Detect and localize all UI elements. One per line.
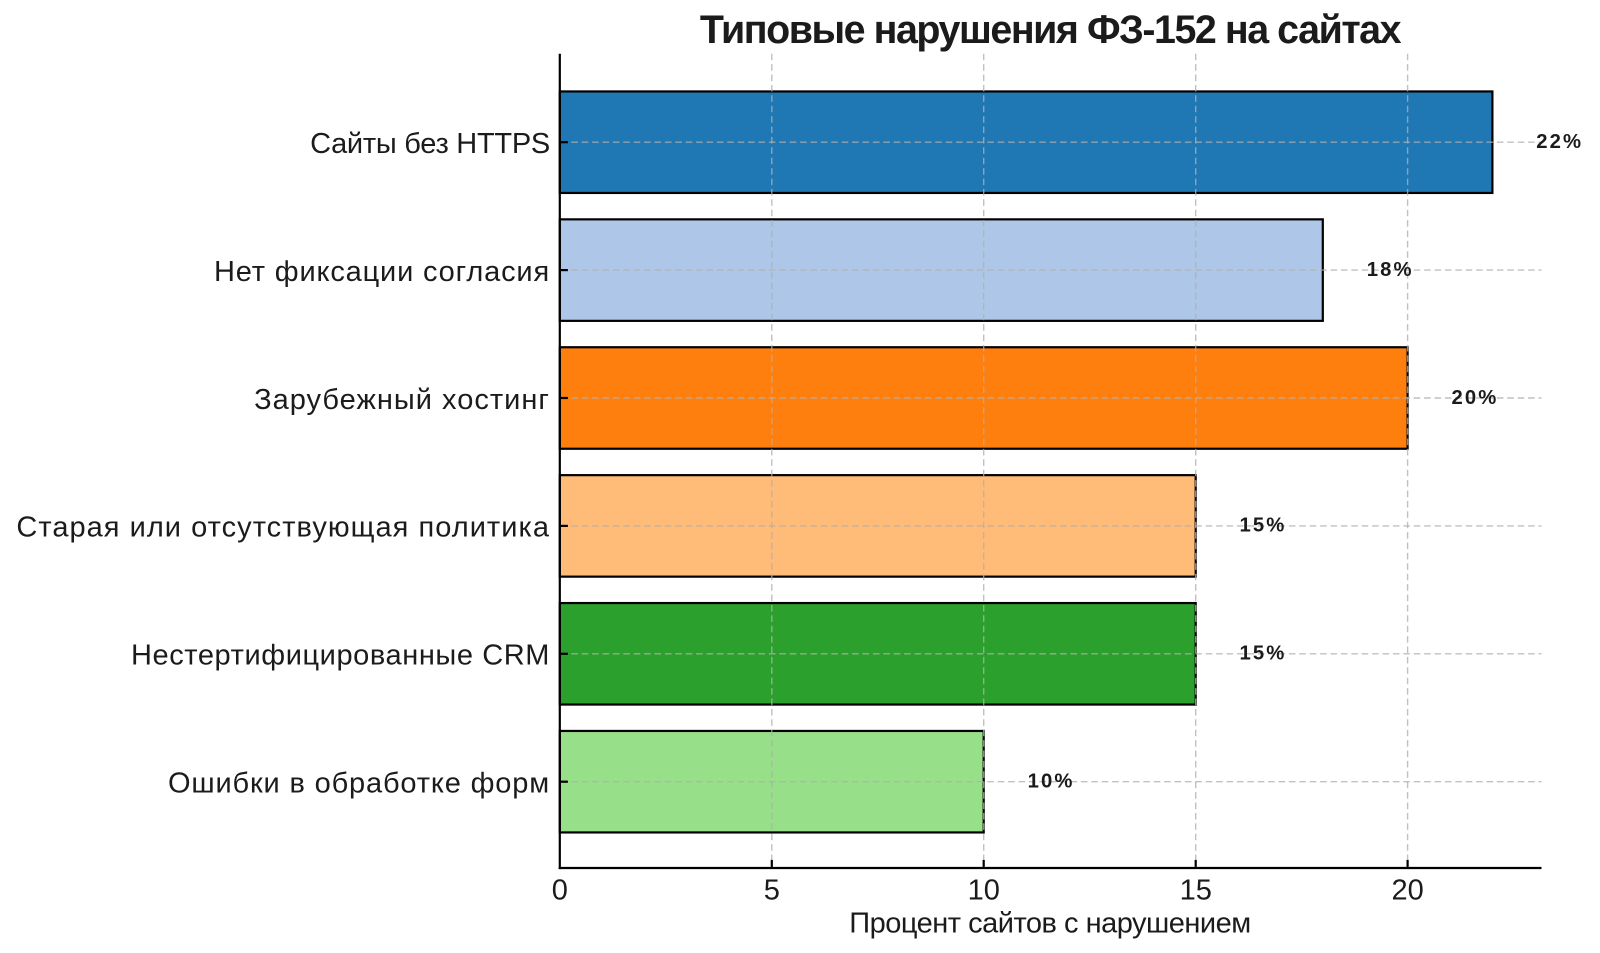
svg-text:5: 5 (764, 874, 780, 906)
svg-text:Нестертифицированные CRM: Нестертифицированные CRM (131, 640, 550, 672)
svg-text:15%: 15% (1240, 515, 1287, 537)
svg-text:Процент сайтов с нарушением: Процент сайтов с нарушением (849, 908, 1250, 940)
svg-text:20%: 20% (1452, 387, 1499, 409)
svg-text:20: 20 (1391, 874, 1423, 906)
svg-text:15%: 15% (1240, 643, 1287, 665)
svg-text:Зарубежный хостинг: Зарубежный хостинг (254, 384, 550, 416)
svg-text:18%: 18% (1367, 259, 1414, 281)
svg-text:22%: 22% (1536, 131, 1583, 153)
svg-text:Сайты без HTTPS: Сайты без HTTPS (310, 128, 550, 160)
svg-text:Типовые нарушения ФЗ-152 на са: Типовые нарушения ФЗ-152 на сайтах (700, 8, 1402, 52)
svg-text:Ошибки в обработке форм: Ошибки в обработке форм (168, 768, 550, 800)
svg-text:Старая или отсутствующая полит: Старая или отсутствующая политика (16, 512, 550, 544)
svg-text:0: 0 (552, 874, 568, 906)
svg-text:10: 10 (968, 874, 1000, 906)
svg-text:Нет фиксации согласия: Нет фиксации согласия (214, 256, 550, 288)
svg-text:15: 15 (1180, 874, 1212, 906)
svg-text:10%: 10% (1028, 771, 1075, 793)
